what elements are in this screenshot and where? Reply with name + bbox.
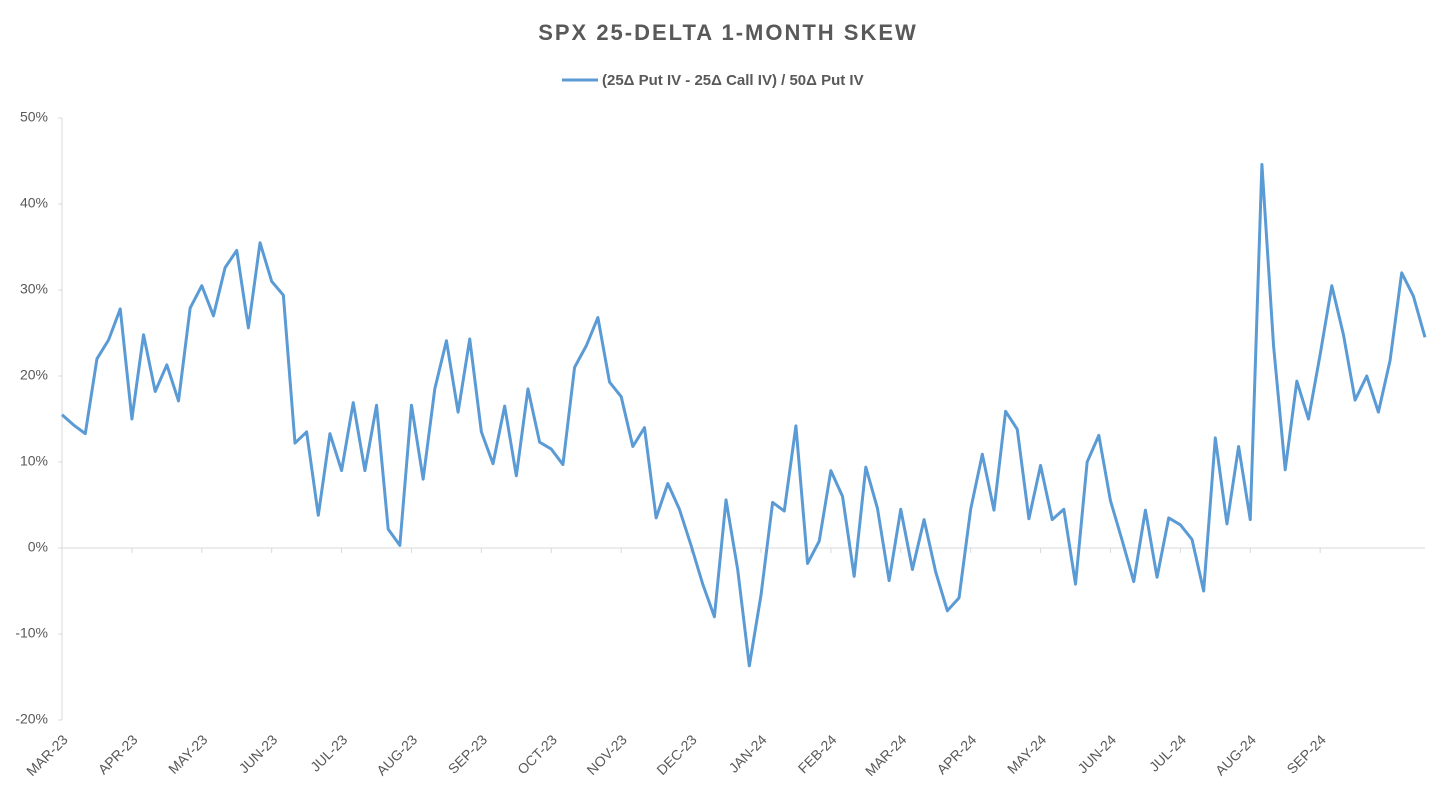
legend-label: (25Δ Put IV - 25Δ Call IV) / 50Δ Put IV xyxy=(602,72,864,89)
y-tick-label: -20% xyxy=(15,711,48,727)
x-tick-label: FEB-24 xyxy=(795,731,840,776)
x-tick-label: MAR-24 xyxy=(862,731,910,779)
x-tick-label: JUL-23 xyxy=(307,731,350,774)
y-tick-label: 10% xyxy=(20,453,48,469)
y-tick-label: 0% xyxy=(28,539,48,555)
x-tick-label: JUL-24 xyxy=(1146,731,1189,774)
x-tick-label: JUN-24 xyxy=(1074,731,1119,776)
x-tick-label: MAR-23 xyxy=(23,731,71,779)
x-tick-label: SEP-24 xyxy=(1283,731,1329,777)
y-tick-label: 40% xyxy=(20,195,48,211)
chart-title: SPX 25-DELTA 1-MONTH SKEW xyxy=(538,20,918,45)
x-tick-label: MAY-24 xyxy=(1004,731,1050,777)
series-line xyxy=(61,162,1427,668)
y-tick-label: 20% xyxy=(20,367,48,383)
x-tick-label: NOV-23 xyxy=(583,731,630,778)
x-tick-label: AUG-23 xyxy=(373,731,420,778)
x-tick-label: APR-24 xyxy=(933,731,979,777)
y-tick-label: -10% xyxy=(15,625,48,641)
y-tick-label: 30% xyxy=(20,281,48,297)
x-tick-label: SEP-23 xyxy=(445,731,491,777)
x-tick-label: DEC-23 xyxy=(653,731,700,778)
x-tick-label: OCT-23 xyxy=(514,731,560,777)
x-tick-label: MAY-23 xyxy=(165,731,211,777)
y-tick-label: 50% xyxy=(20,109,48,125)
x-tick-label: APR-23 xyxy=(95,731,141,777)
x-tick-label: JUN-23 xyxy=(236,731,281,776)
x-tick-label: JAN-24 xyxy=(725,731,769,775)
x-tick-label: AUG-24 xyxy=(1212,731,1259,778)
